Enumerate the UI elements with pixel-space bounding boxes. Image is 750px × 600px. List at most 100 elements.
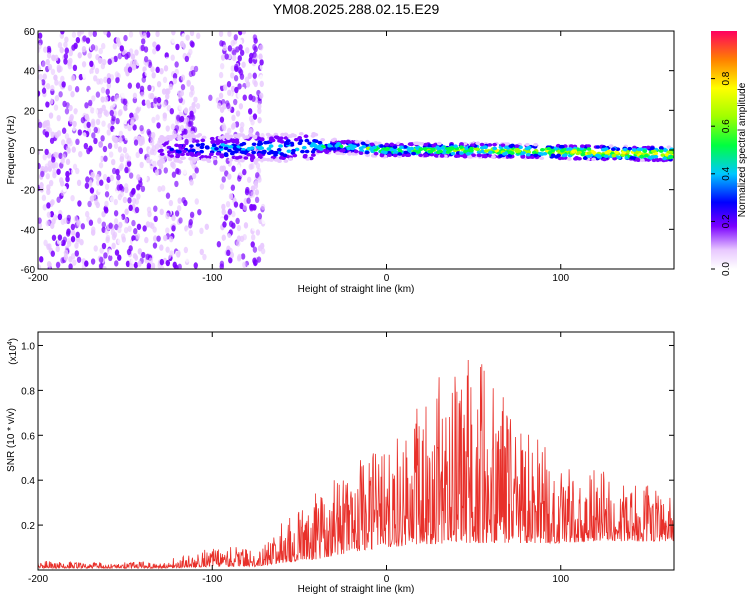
spectrogram-band-cell [228,144,234,149]
spectrogram-cell [59,46,64,54]
spectrogram-band-cell [509,151,515,155]
spectrogram-cell [237,175,242,182]
spectrogram-cell [111,167,117,175]
spectrogram-band-cell [361,144,367,149]
spectrogram-cell [219,40,224,47]
spectrogram-band-cell [473,147,479,151]
spectrogram-cell [226,249,231,257]
spectrogram-cell [221,234,226,241]
spectrogram-band-cell [185,152,191,157]
spectrogram-cell [62,100,67,108]
spectrogram-cell [38,73,43,81]
spectrogram-band-cell [507,153,513,158]
spectrogram-x-tick-label: 100 [552,273,569,284]
spectrogram-band-cell [427,149,433,154]
spectrogram-band-cell [339,148,344,153]
spectrogram-cell [251,234,256,241]
spectrogram-band-cell [215,152,221,156]
spectrogram-cell [142,32,147,40]
spectrogram-cell [85,176,90,183]
spectrogram-band-cell [526,145,532,150]
spectrogram-cell [128,172,134,179]
spectrogram-cell [91,95,96,102]
spectrogram-cell [146,262,152,269]
spectrogram-cell [128,204,133,212]
spectrogram-cell [104,228,110,235]
spectrogram-cell [178,103,183,110]
spectrogram-band-cell [199,149,205,154]
spectrogram-cell [223,214,229,221]
spectrogram-cell [57,213,63,220]
spectrogram-band-cell [360,141,366,146]
spectrogram-cell [259,92,264,99]
spectrogram-cell [60,218,66,225]
snr-x-tick-label: -200 [28,574,48,585]
spectrogram-band-cell [610,147,616,151]
spectrogram-band-cell [373,141,379,145]
spectrogram-band-cell [655,158,661,163]
spectrogram-cell [219,183,225,190]
spectrogram-cell [199,227,204,235]
spectrogram-band-cell [668,150,674,155]
spectrogram-cell [80,223,86,230]
spectrogram-band-cell [645,145,651,150]
spectrogram-cell [113,210,119,217]
spectrogram-band-cell [382,150,388,155]
spectrogram-cell [104,191,110,198]
spectrogram-band-cell [327,146,333,151]
spectrogram-cell [174,124,180,132]
spectrogram-cell [234,86,239,94]
spectrogram-cell [238,103,244,110]
spectrogram-band-cell [392,145,398,149]
snr-multiplier-base: (x10 [8,345,19,365]
spectrogram-cell [189,40,194,47]
spectrogram-cell [45,58,50,66]
spectrogram-cell [156,80,162,88]
spectrogram-cell [140,44,145,52]
spectrogram-cell [150,265,155,269]
spectrogram-cell [123,217,129,224]
spectrogram-band-cell [453,144,458,149]
spectrogram-band-cell [373,151,379,156]
spectrogram-band-cell [475,141,481,146]
spectrogram-cell [72,64,78,72]
spectrogram-cell [171,36,176,44]
spectrogram-band-cell [369,142,375,147]
spectrogram-cell [172,77,178,85]
spectrogram-cell [108,151,114,158]
spectrogram-cell [214,130,219,137]
snr-y-multiplier: (x104) [7,338,19,365]
spectrogram-band-cell [248,133,254,137]
spectrogram-cell [122,146,128,154]
spectrogram-band-cell [480,149,485,154]
spectrogram-cell [93,137,98,145]
spectrogram-cell [188,219,193,226]
spectrogram-cell [70,229,76,236]
spectrogram-cell [253,80,258,88]
spectrogram-cell [75,36,81,44]
spectrogram-cell [184,55,190,63]
colorbar-tick-label: 0.4 [721,166,732,180]
spectrogram-cell [68,256,73,263]
snr-y-ticks: 0.2 0.4 0.6 0.8 1.0 [21,341,674,532]
spectrogram-cell [188,136,193,143]
spectrogram-cell [231,114,236,122]
spectrogram-cell [66,214,72,222]
spectrogram-cell [186,79,191,87]
spectrogram-band-cell [520,155,526,159]
spectrogram-cell [38,217,42,224]
spectrogram-band-cell [423,142,429,147]
spectrogram-cell [133,261,139,269]
spectrogram-cell [188,70,194,78]
spectrogram-band-cell [611,153,617,158]
spectrogram-cell [128,263,134,269]
spectrogram-cell [184,138,189,146]
spectrogram-cell [189,211,195,218]
spectrogram-cell [126,155,132,162]
spectrogram-cell [60,31,65,35]
spectrogram-cell [77,200,82,207]
spectrogram-cell [159,258,165,266]
spectrogram-cell [165,93,170,100]
spectrogram-cell [202,253,207,261]
spectrogram-cell [64,47,70,54]
